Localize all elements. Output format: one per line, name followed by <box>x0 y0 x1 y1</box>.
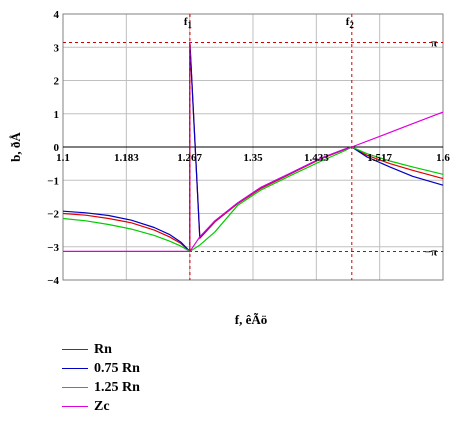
y-tick-label: −3 <box>47 242 59 254</box>
legend-swatch-075rn <box>62 368 88 369</box>
y-tick-label: −4 <box>47 275 59 287</box>
legend-item-075rn: 0.75 Rn <box>62 359 140 378</box>
y-tick-label: 4 <box>54 9 60 21</box>
series-line-0 <box>62 41 444 252</box>
x-tick-label: 1.517 <box>367 152 392 164</box>
series-lines <box>62 41 444 252</box>
legend-swatch-125rn <box>62 387 88 388</box>
ref-label: π <box>431 38 437 50</box>
legend-item-125rn: 1.25 Rn <box>62 378 140 397</box>
y-axis-label: b, ðÅ <box>8 132 23 162</box>
x-axis-label: f, êÃö <box>235 312 268 327</box>
legend-swatch-zc <box>62 406 88 407</box>
marker-label: f2 <box>346 16 355 30</box>
legend-label-075rn: 0.75 Rn <box>94 360 140 376</box>
tick-labels: 1.11.1831.2671.351.4331.5171.643210−1−2−… <box>47 9 450 287</box>
series-line-2 <box>62 146 444 252</box>
annotations: f1 f2 <box>184 14 355 280</box>
plot-frame <box>62 13 444 281</box>
y-tick-label: 3 <box>54 42 60 54</box>
ref-label: −π <box>425 246 437 258</box>
x-tick-label: 1.433 <box>304 152 329 164</box>
y-tick-label: −2 <box>47 209 59 221</box>
x-tick-label: 1.6 <box>436 152 450 164</box>
legend-label-rn: Rn <box>94 341 112 357</box>
x-tick-label: 1.183 <box>114 152 139 164</box>
x-tick-label: 1.1 <box>56 152 70 164</box>
legend-swatch-rn <box>62 349 88 350</box>
legend-label-125rn: 1.25 Rn <box>94 379 140 395</box>
marker-label: f1 <box>184 16 193 30</box>
legend-item-rn: Rn <box>62 340 140 359</box>
y-tick-label: 0 <box>54 142 60 154</box>
y-tick-label: 1 <box>54 109 60 121</box>
y-tick-label: 2 <box>54 76 60 88</box>
y-tick-label: −1 <box>47 175 59 187</box>
reference-lines: π −π <box>63 38 443 258</box>
legend: Rn 0.75 Rn 1.25 Rn Zc <box>62 340 140 416</box>
x-tick-label: 1.35 <box>243 152 263 164</box>
legend-item-zc: Zc <box>62 397 140 416</box>
legend-label-zc: Zc <box>94 398 110 414</box>
